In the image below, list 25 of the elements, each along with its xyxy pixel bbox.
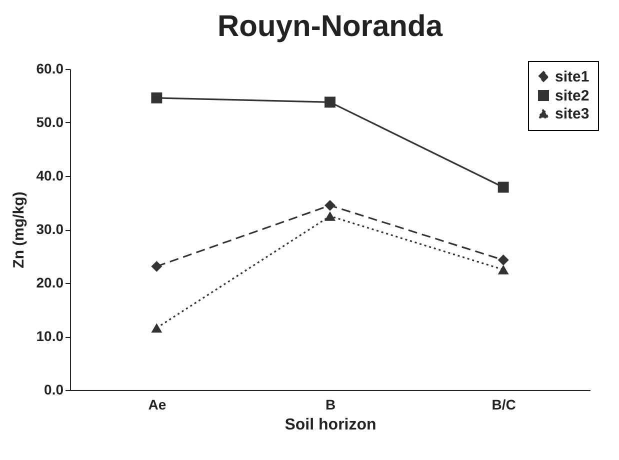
chart-title: Rouyn-Noranda: [218, 10, 443, 43]
y-tick-label: 60.0: [36, 60, 64, 76]
y-tick-label: 20.0: [36, 274, 64, 290]
point: [151, 92, 162, 104]
x-tick-label: B: [325, 396, 336, 412]
point: [324, 96, 336, 108]
legend-label: site2: [555, 88, 590, 104]
legend-label: site1: [555, 68, 590, 86]
point: [151, 260, 162, 272]
y-tick-label: 40.0: [36, 168, 64, 184]
y-tick-label: 10.0: [36, 328, 64, 344]
point: [498, 254, 509, 266]
y-tick-label: 50.0: [36, 114, 64, 130]
y-axis-title: Zn (mg/kg): [10, 192, 28, 268]
x-tick-label: B/C: [492, 396, 516, 412]
point: [324, 211, 336, 221]
point: [151, 323, 162, 333]
x-axis-title: Soil horizon: [284, 416, 376, 434]
y-tick-label: 30.0: [36, 221, 64, 237]
point: [498, 264, 509, 274]
legend-label: site3: [555, 106, 590, 122]
point: [324, 200, 336, 211]
x-tick-label: Ae: [148, 396, 166, 412]
point: [498, 182, 509, 193]
y-tick-label: 0.0: [44, 382, 64, 398]
